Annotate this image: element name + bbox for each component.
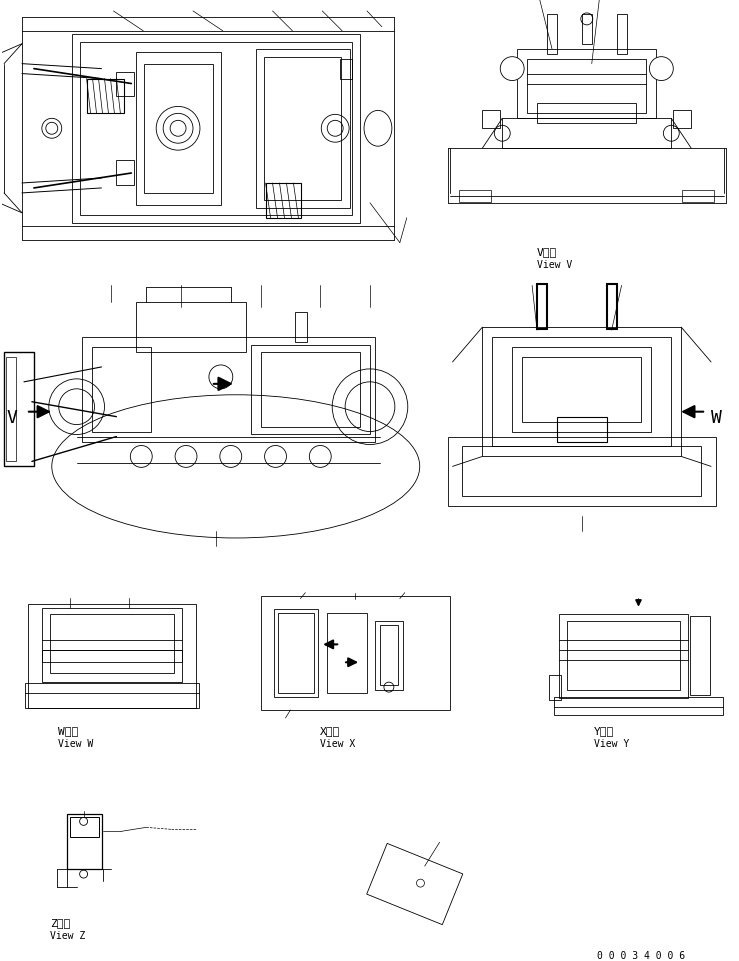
Bar (6, 357, 16, 462)
Bar (278, 613, 314, 694)
Bar (81, 337, 375, 442)
Text: X　視: X 視 (320, 726, 341, 735)
Bar (483, 328, 681, 456)
Bar (50, 614, 174, 674)
Text: View Y: View Y (593, 738, 629, 748)
Bar (460, 190, 491, 203)
Bar (503, 119, 671, 149)
Bar (67, 815, 101, 869)
Bar (554, 698, 723, 715)
Bar (673, 111, 691, 129)
Bar (567, 621, 681, 690)
Bar (582, 15, 592, 45)
Bar (80, 42, 352, 215)
Bar (537, 105, 636, 124)
Bar (549, 676, 561, 701)
Bar (380, 626, 398, 685)
Bar (547, 15, 557, 55)
Text: View V: View V (537, 259, 572, 269)
Bar (273, 609, 319, 698)
Bar (92, 348, 151, 432)
Bar (4, 353, 34, 467)
Text: Z　視: Z 視 (50, 917, 70, 926)
Ellipse shape (650, 58, 673, 82)
Bar (682, 190, 714, 203)
Bar (144, 64, 213, 194)
Bar (616, 15, 627, 55)
Bar (86, 80, 124, 114)
Bar (607, 285, 616, 330)
Bar (537, 285, 547, 330)
Text: W　視: W 視 (58, 726, 78, 735)
Bar (25, 683, 199, 708)
Text: V: V (6, 408, 17, 427)
Text: View Z: View Z (50, 930, 85, 940)
Bar (517, 50, 656, 119)
Text: View W: View W (58, 738, 93, 748)
Bar (261, 353, 360, 427)
Bar (492, 337, 671, 447)
Bar (28, 604, 196, 708)
Text: V　視: V 視 (537, 246, 557, 257)
Bar (527, 60, 647, 114)
Bar (557, 417, 607, 442)
Ellipse shape (500, 58, 524, 82)
Bar (448, 437, 716, 506)
Bar (265, 184, 302, 218)
Bar (375, 621, 403, 690)
Bar (690, 616, 710, 696)
Bar (261, 596, 449, 710)
Text: View X: View X (320, 738, 355, 748)
Bar (327, 613, 367, 694)
Text: W: W (711, 408, 722, 427)
Bar (264, 58, 341, 201)
Bar (296, 313, 307, 343)
Bar (136, 303, 245, 353)
Bar (463, 447, 701, 497)
Text: Y　視: Y 視 (593, 726, 614, 735)
Bar (136, 53, 221, 206)
Bar (42, 651, 182, 662)
Bar (522, 357, 641, 422)
Bar (512, 348, 651, 432)
Bar (72, 35, 360, 224)
Bar (256, 50, 350, 209)
Bar (340, 60, 352, 80)
Bar (483, 111, 500, 129)
Bar (559, 614, 688, 699)
Bar (117, 72, 134, 97)
Bar (251, 346, 370, 434)
Bar (117, 160, 134, 185)
Bar (42, 608, 182, 682)
Bar (69, 818, 98, 837)
Text: 0 0 0 3 4 0 0 6: 0 0 0 3 4 0 0 6 (596, 949, 685, 960)
